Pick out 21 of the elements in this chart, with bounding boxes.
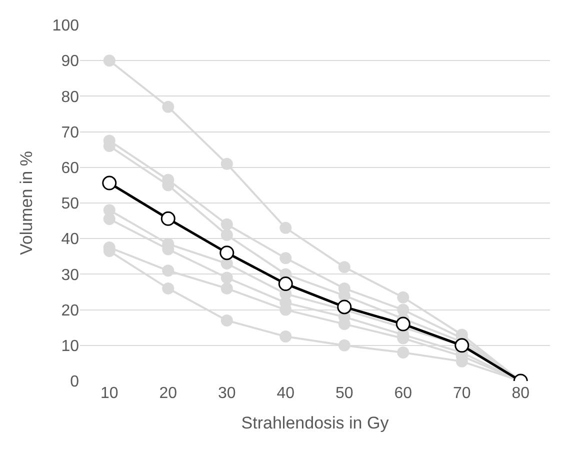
y-tick-label: 30 <box>61 266 80 284</box>
x-tick-label: 60 <box>394 385 412 402</box>
y-tick-label: 0 <box>70 374 80 391</box>
y-tick-label: 100 <box>52 18 80 35</box>
x-axis-title: Strahlendosis in Gy <box>241 413 390 432</box>
y-tick-label: 40 <box>61 231 80 248</box>
x-tick-label: 10 <box>100 385 118 402</box>
x-tick-label: 20 <box>159 385 178 402</box>
x-tick-label: 70 <box>452 385 471 402</box>
y-tick-label: 60 <box>61 160 80 177</box>
x-tick-label: 30 <box>218 385 236 402</box>
y-tick-label: 20 <box>61 302 80 320</box>
x-tick-label: 80 <box>512 385 530 402</box>
x-tick-label: 40 <box>276 385 295 402</box>
y-tick-label: 90 <box>61 53 80 70</box>
y-tick-label: 50 <box>61 196 80 213</box>
x-tick-label: 50 <box>335 385 354 402</box>
y-tick-label: 10 <box>61 338 80 355</box>
y-axis-title: Volumen in % <box>16 151 36 255</box>
y-tick-label: 80 <box>61 88 80 106</box>
y-tick-label: 70 <box>61 124 80 142</box>
